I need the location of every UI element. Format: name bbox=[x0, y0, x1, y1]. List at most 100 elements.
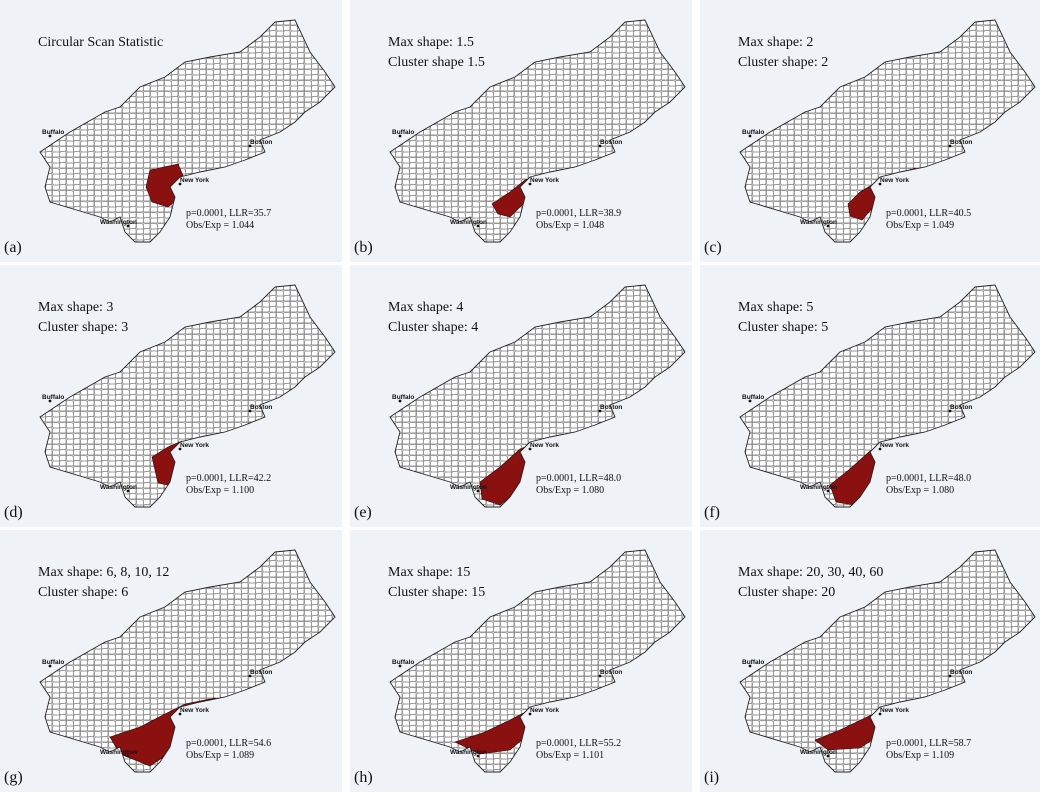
city-label: Boston bbox=[600, 669, 622, 676]
city-dot bbox=[126, 224, 130, 228]
panel: Buffalo Boston New York Washington Max shape… bbox=[350, 265, 692, 527]
panel-label: (i) bbox=[704, 769, 719, 786]
panel-title: Max shape: 15 bbox=[388, 565, 470, 580]
map-outline bbox=[739, 549, 1036, 773]
cluster-stats: Obs/Exp = 1.049 bbox=[886, 220, 954, 231]
city-dot bbox=[598, 409, 602, 413]
city-dot bbox=[178, 182, 182, 186]
city-dot bbox=[826, 489, 830, 493]
panel: Buffalo Boston New York Washington Max shape… bbox=[350, 530, 692, 792]
city-label: Boston bbox=[250, 139, 272, 146]
city-label: Boston bbox=[950, 139, 972, 146]
cluster-stats: Obs/Exp = 1.100 bbox=[186, 485, 254, 496]
map-outline bbox=[739, 284, 1036, 508]
city-dot bbox=[878, 182, 882, 186]
panel-title: Max shape: 6, 8, 10, 12 bbox=[38, 565, 169, 580]
city-label: Buffalo bbox=[742, 129, 764, 136]
city-dot bbox=[598, 144, 602, 148]
city-dot bbox=[878, 712, 882, 716]
city-label: Washington bbox=[450, 484, 487, 491]
city-dot bbox=[178, 712, 182, 716]
city-dot bbox=[948, 674, 952, 678]
panel-title: Max shape: 4 bbox=[388, 300, 463, 315]
city-label: Washington bbox=[800, 484, 837, 491]
panel-title: Cluster shape: 4 bbox=[388, 320, 478, 335]
city-label: New York bbox=[530, 442, 559, 449]
panel-label: (h) bbox=[354, 769, 373, 786]
city-dot bbox=[48, 399, 52, 403]
panel-label: (c) bbox=[704, 239, 722, 256]
cluster-stats: Obs/Exp = 1.080 bbox=[536, 485, 604, 496]
city-dot bbox=[826, 224, 830, 228]
panel: Buffalo Boston New York Washington Circular … bbox=[0, 0, 342, 262]
panel-label: (f) bbox=[704, 504, 720, 521]
city-label: New York bbox=[880, 707, 909, 714]
city-label: Washington bbox=[450, 219, 487, 226]
panel-title: Max shape: 3 bbox=[38, 300, 113, 315]
city-dot bbox=[398, 399, 402, 403]
city-dot bbox=[476, 489, 480, 493]
city-label: Buffalo bbox=[42, 129, 64, 136]
cluster-stats: Obs/Exp = 1.101 bbox=[536, 750, 604, 761]
cluster-stats: Obs/Exp = 1.089 bbox=[186, 750, 254, 761]
city-dot bbox=[476, 754, 480, 758]
city-label: Buffalo bbox=[392, 659, 414, 666]
map-outline bbox=[39, 549, 336, 773]
panel-title: Max shape: 2 bbox=[738, 35, 813, 50]
city-dot bbox=[48, 134, 52, 138]
panel: Buffalo Boston New York Washington Max shape… bbox=[350, 0, 692, 262]
city-label: New York bbox=[880, 442, 909, 449]
cluster-stats: p=0.0001, LLR=38.9 bbox=[536, 208, 621, 219]
panel-title: Cluster shape: 3 bbox=[38, 320, 128, 335]
cluster-stats: p=0.0001, LLR=58.7 bbox=[886, 738, 971, 749]
city-label: Boston bbox=[600, 404, 622, 411]
cluster-stats: p=0.0001, LLR=42.2 bbox=[186, 473, 271, 484]
cluster-stats: Obs/Exp = 1.080 bbox=[886, 485, 954, 496]
city-label: New York bbox=[530, 177, 559, 184]
map-outline bbox=[389, 19, 686, 243]
city-label: Buffalo bbox=[42, 659, 64, 666]
city-dot bbox=[528, 182, 532, 186]
city-label: Boston bbox=[250, 669, 272, 676]
city-dot bbox=[178, 447, 182, 451]
cluster-stats: Obs/Exp = 1.109 bbox=[886, 750, 954, 761]
city-label: Boston bbox=[950, 404, 972, 411]
city-dot bbox=[398, 664, 402, 668]
city-label: Washington bbox=[800, 219, 837, 226]
panel-title: Max shape: 20, 30, 40, 60 bbox=[738, 565, 883, 580]
panel-title: Cluster shape: 2 bbox=[738, 55, 828, 70]
panel: Buffalo Boston New York Washington Max shape… bbox=[0, 530, 342, 792]
city-dot bbox=[126, 489, 130, 493]
city-dot bbox=[748, 664, 752, 668]
city-label: Washington bbox=[800, 749, 837, 756]
city-label: Buffalo bbox=[392, 394, 414, 401]
city-dot bbox=[878, 447, 882, 451]
city-dot bbox=[826, 754, 830, 758]
city-dot bbox=[528, 447, 532, 451]
city-label: Buffalo bbox=[742, 394, 764, 401]
city-dot bbox=[748, 134, 752, 138]
city-label: Boston bbox=[600, 139, 622, 146]
city-dot bbox=[398, 134, 402, 138]
panel-title: Cluster shape: 20 bbox=[738, 585, 835, 600]
map-outline bbox=[739, 19, 1036, 243]
city-label: Boston bbox=[950, 669, 972, 676]
map-outline bbox=[389, 284, 686, 508]
city-label: Washington bbox=[100, 749, 137, 756]
panel-title: Cluster shape: 15 bbox=[388, 585, 485, 600]
city-dot bbox=[948, 409, 952, 413]
city-dot bbox=[248, 674, 252, 678]
cluster-stats: p=0.0001, LLR=48.0 bbox=[886, 473, 971, 484]
panel-label: (a) bbox=[4, 239, 22, 256]
map-outline bbox=[39, 19, 336, 243]
map-outline bbox=[389, 549, 686, 773]
city-dot bbox=[476, 224, 480, 228]
panel-label: (e) bbox=[354, 504, 372, 521]
city-label: New York bbox=[180, 442, 209, 449]
city-label: New York bbox=[180, 177, 209, 184]
city-dot bbox=[948, 144, 952, 148]
city-dot bbox=[126, 754, 130, 758]
city-label: Washington bbox=[100, 219, 137, 226]
